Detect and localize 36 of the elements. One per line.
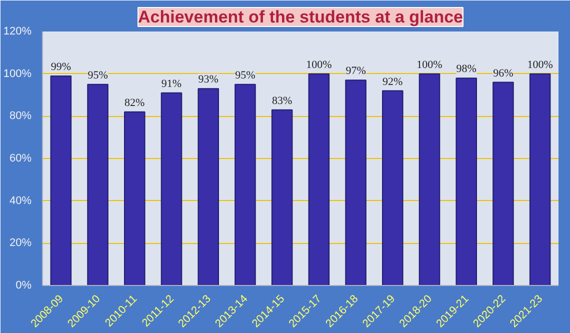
bar xyxy=(345,80,366,286)
bar xyxy=(492,82,514,286)
data-label: 99% xyxy=(50,60,72,73)
bar xyxy=(234,84,256,286)
data-label: 83% xyxy=(272,94,292,107)
data-label: 93% xyxy=(198,74,218,86)
bar xyxy=(87,84,108,286)
y-tick-label: 20% xyxy=(9,237,32,250)
data-label: 82% xyxy=(124,96,145,109)
bar xyxy=(50,75,72,286)
y-tick-label: 100% xyxy=(3,68,32,80)
y-tick-label: 60% xyxy=(9,152,32,164)
data-label: 95% xyxy=(88,69,108,82)
data-label: 100% xyxy=(416,58,442,71)
bar xyxy=(271,109,293,286)
data-label: 98% xyxy=(456,63,476,76)
bar xyxy=(124,111,146,286)
bar xyxy=(160,92,182,286)
data-label: 95% xyxy=(235,69,256,82)
bar xyxy=(418,73,440,286)
data-label: 100% xyxy=(527,58,553,71)
y-tick-label: 40% xyxy=(9,194,32,207)
y-tick-label: 0% xyxy=(16,280,32,292)
data-label: 97% xyxy=(346,65,366,78)
bar xyxy=(456,78,477,286)
data-label: 91% xyxy=(161,78,182,90)
chart-title: Achievement of the students at a glance xyxy=(138,8,463,26)
y-tick-label: 120% xyxy=(3,26,32,38)
bar xyxy=(382,90,404,286)
bar xyxy=(529,73,551,286)
data-label: 92% xyxy=(382,76,403,88)
bar xyxy=(308,73,330,286)
data-label: 100% xyxy=(306,58,332,71)
bar xyxy=(198,88,219,286)
data-label: 96% xyxy=(493,67,514,80)
y-tick-label: 80% xyxy=(9,110,32,122)
